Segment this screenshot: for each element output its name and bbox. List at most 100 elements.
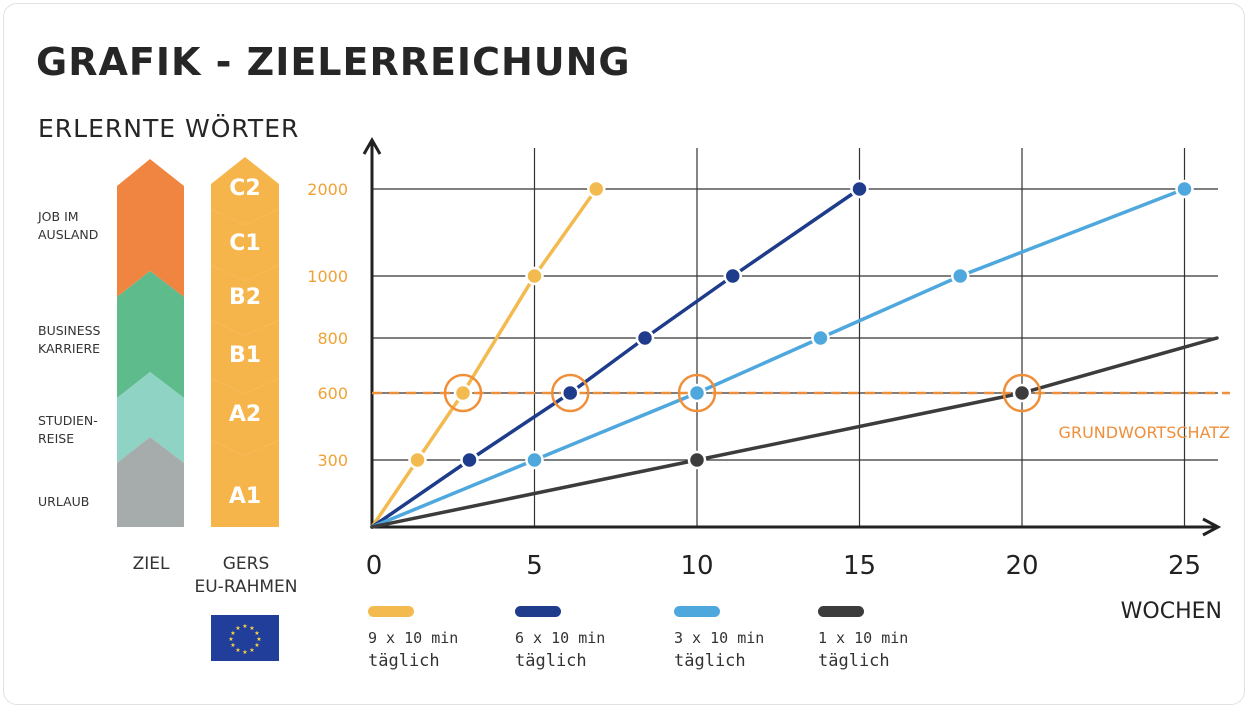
legend-swatch-6x — [515, 606, 561, 617]
ziel-label-business-line2: KARRIERE — [38, 341, 101, 356]
series-0-point-4 — [587, 179, 606, 199]
svg-text:★: ★ — [235, 647, 240, 654]
ziel-label-urlaub-line1: URLAUB — [38, 494, 90, 509]
gers-column: C2 C1 B2 B1 A2 A1 — [211, 157, 279, 527]
ziel-caption: ZIEL — [132, 554, 170, 574]
chart-axes — [362, 136, 1222, 537]
legend-text-9x: 9 x 10 min täglich — [368, 627, 498, 672]
series-1-point-2 — [561, 383, 580, 403]
ziel-block-studienreise — [117, 372, 184, 463]
legend-item-1x: 1 x 10 min täglich — [818, 606, 948, 672]
series-line-0 — [370, 187, 598, 529]
y-tick-label-1000: 1000 — [307, 267, 348, 286]
gers-level-c2: C2 — [229, 176, 260, 201]
series-line-1 — [370, 187, 862, 529]
ziel-label-urlaub: URLAUB — [38, 493, 89, 511]
eu-flag-icon: ★ ★ ★ ★ ★ ★ ★ ★ ★ ★ ★ ★ — [211, 615, 279, 661]
svg-text:★: ★ — [242, 649, 247, 656]
gers-level-c1: C1 — [229, 231, 260, 256]
gers-caption: GERS EU-RAHMEN — [186, 553, 306, 599]
ziel-label-studienreise-line1: STUDIEN- — [38, 413, 98, 428]
series-2-point-2 — [687, 383, 707, 403]
legend-item-6x: 6 x 10 min täglich — [515, 606, 645, 672]
gers-level-a2: A2 — [229, 402, 261, 427]
svg-text:★: ★ — [228, 636, 233, 643]
series-2-goal-marker — [677, 373, 717, 413]
series-3-point-2 — [1012, 383, 1032, 403]
reference-line-group: GRUNDWORTSCHATZ — [372, 391, 1230, 442]
svg-text:★: ★ — [235, 625, 240, 632]
y-tick-label-600: 600 — [317, 384, 348, 403]
series-0-point-1 — [408, 450, 427, 470]
svg-text:★: ★ — [249, 625, 254, 632]
gers-block-b2 — [211, 265, 279, 336]
legend-1x-line2: täglich — [818, 651, 890, 671]
gers-caption-line2: EU-RAHMEN — [194, 577, 298, 597]
series-line-2 — [370, 187, 1187, 529]
series-2-point-3 — [811, 328, 830, 348]
legend-9x-line1: 9 x 10 min — [368, 629, 459, 647]
ziel-block-job — [117, 159, 184, 297]
ziel-label-business-line1: BUSINESS — [38, 323, 101, 338]
legend-swatch-9x — [368, 606, 414, 617]
legend-text-3x: 3 x 10 min täglich — [674, 627, 804, 672]
ziel-label-studienreise-line2: REISE — [38, 431, 75, 446]
svg-text:★: ★ — [254, 630, 259, 637]
x-tick-label-25: 25 — [1168, 551, 1201, 581]
ziel-label-job-line2: AUSLAND — [38, 227, 99, 242]
chart-subtitle: ERLERNTE WÖRTER — [38, 114, 300, 143]
series-1-point-1 — [460, 450, 479, 470]
y-axis-arrow-icon — [362, 136, 382, 155]
x-axis-arrow-icon — [1202, 517, 1222, 537]
x-axis-label: WOCHEN — [1121, 599, 1222, 624]
x-tick-label-15: 15 — [843, 551, 876, 581]
y-tick-label-800: 800 — [317, 329, 348, 348]
y-tick-label-2000: 2000 — [307, 180, 348, 199]
ziel-column — [117, 159, 184, 527]
svg-text:★: ★ — [230, 630, 235, 637]
y-tick-label-300: 300 — [317, 451, 348, 470]
series-2-point-5 — [1175, 179, 1194, 199]
series-1-point-5 — [850, 179, 869, 199]
ziel-label-job-line1: JOB IM — [38, 209, 79, 224]
gers-level-a1: A1 — [229, 484, 261, 509]
legend-6x-line1: 6 x 10 min — [515, 629, 606, 647]
legend-item-3x: 3 x 10 min täglich — [674, 606, 804, 672]
series-0-point-3 — [525, 266, 544, 286]
series-2-point-4 — [951, 266, 970, 286]
tick-labels: 300 600 800 1000 2000 0 5 10 15 20 25 WOCHEN — [307, 180, 1222, 624]
legend-swatch-3x — [674, 606, 720, 617]
svg-text:★: ★ — [242, 623, 247, 630]
series-0-point-2 — [453, 383, 473, 403]
gers-level-b1: B1 — [229, 343, 261, 368]
series-3-goal-marker — [1002, 373, 1042, 413]
series-1-goal-marker — [551, 373, 590, 413]
legend-item-9x: 9 x 10 min täglich — [368, 606, 498, 672]
legend-3x-line1: 3 x 10 min — [674, 629, 765, 647]
svg-text:★: ★ — [230, 642, 235, 649]
legend-3x-line2: täglich — [674, 651, 746, 671]
ziel-label-business: BUSINESS KARRIERE — [38, 322, 100, 358]
series-group — [370, 179, 1219, 529]
ziel-label-studienreise: STUDIEN- REISE — [38, 412, 98, 448]
x-tick-label-10: 10 — [680, 551, 713, 581]
series-0-goal-marker — [443, 373, 483, 413]
gers-block-c1 — [211, 209, 279, 281]
series-2-point-1 — [525, 450, 544, 470]
gers-level-b2: B2 — [229, 285, 261, 310]
legend-swatch-1x — [818, 606, 864, 617]
gers-caption-line1: GERS — [222, 554, 270, 574]
reference-line-label: GRUNDWORTSCHATZ — [1059, 423, 1230, 442]
x-tick-label-0: 0 — [366, 551, 383, 581]
series-1-point-4 — [723, 266, 742, 286]
legend-text-1x: 1 x 10 min täglich — [818, 627, 948, 672]
legend-6x-line2: täglich — [515, 651, 587, 671]
ziel-block-business — [117, 271, 184, 398]
x-tick-label-20: 20 — [1005, 551, 1038, 581]
page-title: GRAFIK - ZIELERREICHUNG — [36, 40, 631, 84]
gers-block-b1 — [211, 320, 279, 394]
series-3-point-1 — [687, 450, 707, 470]
gers-block-c2 — [211, 157, 279, 225]
legend-text-6x: 6 x 10 min täglich — [515, 627, 645, 672]
